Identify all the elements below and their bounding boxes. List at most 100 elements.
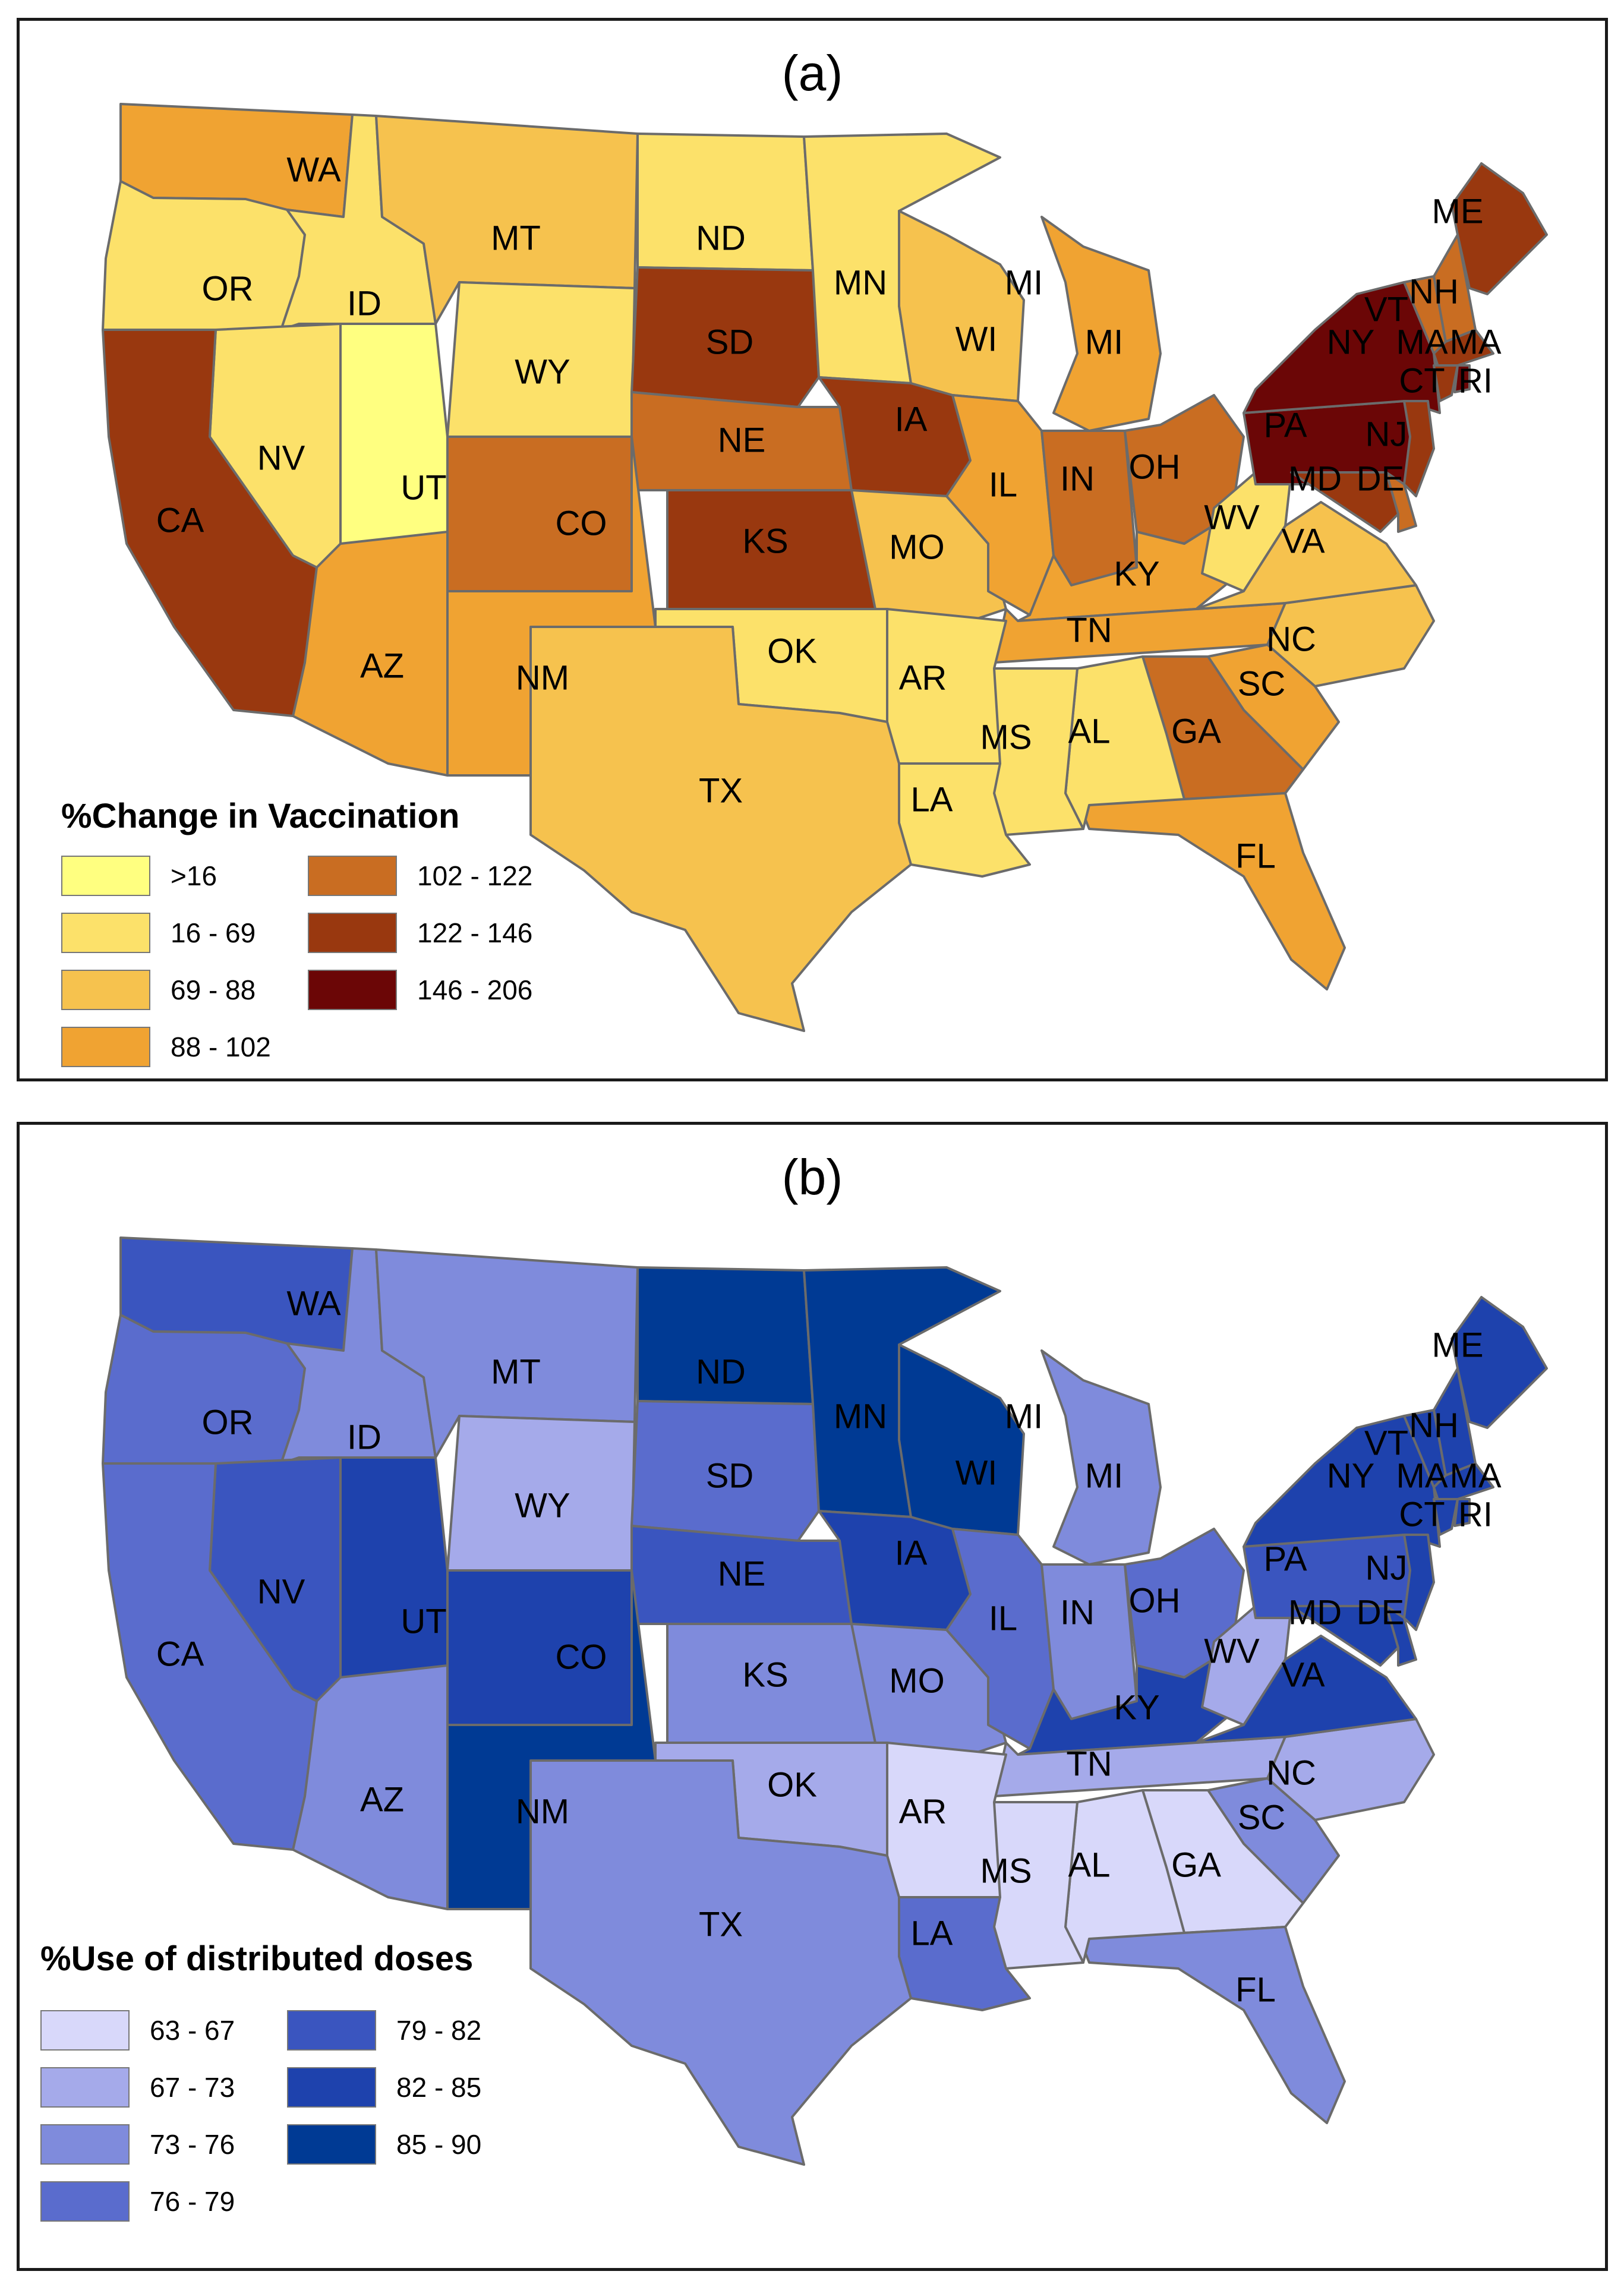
state-label: PA [1263, 406, 1307, 444]
state-label: KS [742, 522, 788, 560]
legend-item: 73 - 76 [40, 2124, 235, 2165]
legend-swatch [308, 970, 397, 1010]
state-nj [1403, 1534, 1435, 1631]
state-label: OK [767, 632, 817, 670]
state-label: WI [956, 320, 998, 358]
state-va [1195, 501, 1417, 610]
legend-item: 82 - 85 [287, 2067, 481, 2108]
state-label: NJ [1366, 415, 1408, 453]
state-label: GA [1171, 712, 1221, 750]
state-label: TX [699, 1905, 743, 1944]
state-label: WY [515, 352, 570, 391]
state-label: SD [706, 1456, 754, 1495]
state-label: MI [1085, 323, 1123, 361]
state-label: CA [156, 1635, 204, 1673]
state-label: MS [980, 718, 1032, 756]
state-ut [339, 1456, 449, 1679]
legend-label: >16 [171, 860, 217, 891]
panel-label: (b) [781, 1149, 843, 1205]
legend-swatch [61, 856, 150, 896]
state-label: LA [911, 780, 953, 819]
legend-swatch [61, 913, 150, 953]
state-label: NM [516, 658, 569, 697]
state-label: MA [1396, 1456, 1448, 1495]
state-ri [1453, 1498, 1471, 1527]
state-label: IL [989, 1599, 1017, 1638]
legend-title: %Use of distributed doses [40, 1939, 474, 1978]
state-label: NH [1409, 272, 1459, 311]
state-ca [102, 1462, 318, 1851]
legend-swatch [287, 2124, 376, 2165]
state-ca [102, 329, 318, 717]
state-label: KY [1114, 1688, 1159, 1727]
state-label: NE [718, 421, 766, 459]
state-label: MD [1288, 1593, 1342, 1632]
legend-swatch [61, 970, 150, 1010]
state-fl [1076, 792, 1346, 990]
legend-label: 73 - 76 [150, 2129, 235, 2160]
state-label: ND [696, 219, 746, 257]
state-label: NY [1327, 1456, 1375, 1495]
legend-item: 67 - 73 [40, 2067, 235, 2108]
state-label: KS [742, 1655, 788, 1694]
legend-swatch [308, 913, 397, 953]
state-label: IA [895, 400, 928, 439]
state-label: ME [1432, 1326, 1484, 1364]
state-label: CT [1399, 1495, 1445, 1534]
state-label: NV [257, 1572, 305, 1611]
state-label: VA [1281, 522, 1325, 560]
state-md [1290, 471, 1399, 533]
state-label: WV [1204, 1632, 1260, 1670]
state-wi [898, 210, 1025, 402]
state-co [446, 436, 633, 592]
state-label: NY [1327, 323, 1375, 361]
legend-swatch [308, 856, 397, 896]
state-label: IN [1060, 1593, 1095, 1632]
state-label: DE [1357, 1593, 1405, 1632]
state-label: MS [980, 1851, 1032, 1890]
state-label: CA [156, 501, 204, 540]
state-label: ID [347, 1418, 381, 1456]
state-label: FL [1235, 837, 1276, 875]
legend-label: 88 - 102 [171, 1031, 271, 1062]
state-label: IN [1060, 459, 1095, 498]
state-label: WY [515, 1486, 570, 1525]
legend-label: 67 - 73 [150, 2072, 235, 2103]
state-me [1450, 1296, 1548, 1429]
state-ut [339, 323, 449, 545]
state-tx [529, 626, 912, 1032]
legend-label: 122 - 146 [417, 917, 533, 948]
state-label: CO [556, 1638, 607, 1676]
state-ct [1433, 1498, 1459, 1536]
state-label: VA [1281, 1655, 1325, 1694]
state-label: NE [718, 1554, 766, 1593]
state-label: ID [347, 284, 381, 323]
state-label: MA [1396, 323, 1448, 361]
state-ri [1453, 364, 1471, 393]
state-label: MO [889, 528, 944, 566]
state-mi [1040, 1349, 1162, 1566]
legend-label: 85 - 90 [396, 2129, 482, 2160]
state-label: TN [1066, 1745, 1112, 1783]
state-label: WA [286, 150, 341, 189]
state-label: MT [491, 219, 541, 257]
state-me [1450, 162, 1548, 295]
state-label: MA [1450, 323, 1502, 361]
state-label: SD [706, 323, 754, 361]
state-va [1195, 1635, 1417, 1744]
state-label: OH [1129, 1581, 1181, 1620]
legend-item: 69 - 88 [61, 970, 256, 1010]
state-mi [1040, 216, 1162, 432]
state-label: MN [834, 263, 887, 302]
state-label: MO [889, 1661, 944, 1700]
legend-label: 16 - 69 [171, 917, 256, 948]
state-label: PA [1263, 1540, 1307, 1578]
legend-title: %Change in Vaccination [61, 797, 460, 835]
state-fl [1076, 1926, 1346, 2124]
state-label: GA [1171, 1846, 1221, 1884]
state-label: DE [1357, 459, 1405, 498]
legend-item: >16 [61, 856, 217, 896]
